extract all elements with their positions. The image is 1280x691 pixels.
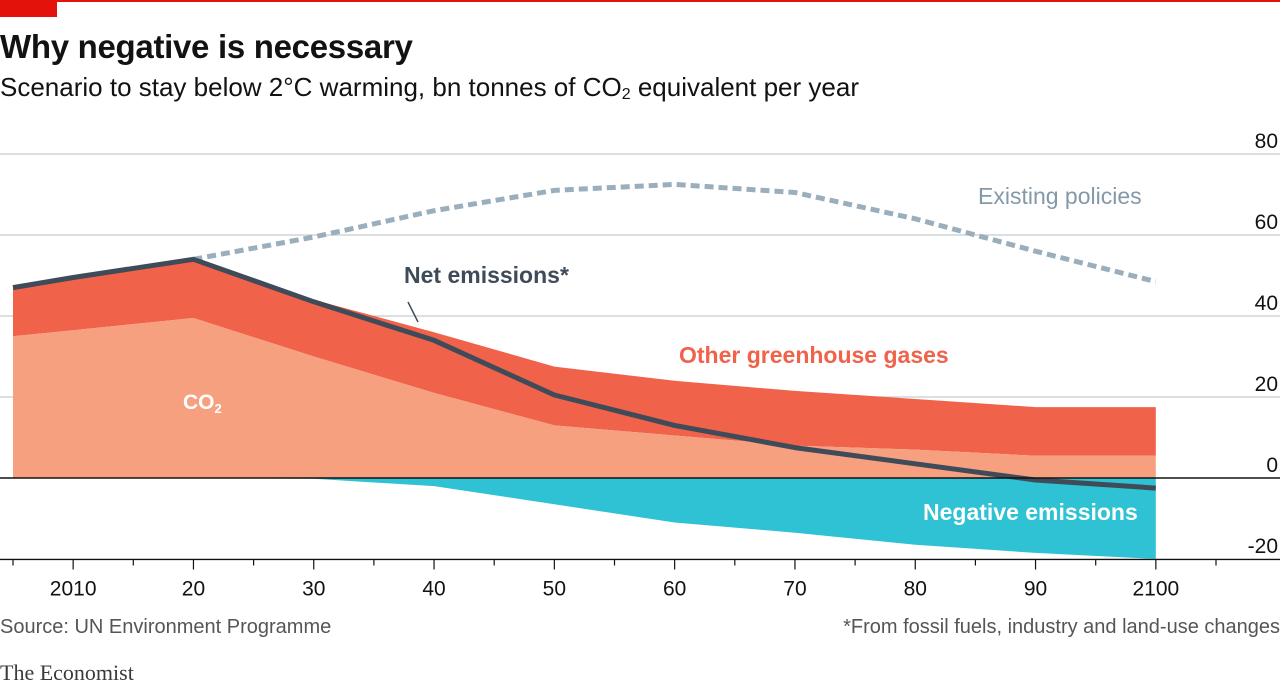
- x-tick-label: 2010: [50, 578, 97, 601]
- series-labels: Existing policies Net emissions* Other gre…: [183, 183, 1142, 525]
- net-emissions-label: Net emissions*: [404, 262, 569, 288]
- lines: [12, 181, 1157, 491]
- x-tick-label: 20: [182, 578, 205, 601]
- x-tick-label: 60: [663, 578, 686, 601]
- x-tick-label: 90: [1024, 578, 1047, 601]
- co2-area: [13, 318, 1156, 478]
- chart-subtitle: Scenario to stay below 2°C warming, bn t…: [0, 72, 859, 104]
- negative-emissions-area: [13, 478, 1156, 559]
- areas: [13, 259, 1156, 559]
- x-tick-label: 30: [302, 578, 325, 601]
- subtitle-main: Scenario to stay below 2°C warming, bn t…: [0, 72, 622, 102]
- existing-policies-line: [192, 181, 1157, 285]
- subtitle-subscript: 2: [621, 86, 631, 103]
- top-rule: [0, 0, 1280, 2]
- y-tick-label: 60: [1255, 211, 1278, 234]
- source-note: Source: UN Environment Programme: [0, 616, 332, 638]
- footnote: *From fossil fuels, industry and land-us…: [843, 616, 1280, 638]
- x-tick-label: 80: [904, 578, 927, 601]
- other-ghg-area: [13, 259, 1156, 456]
- brand-red-tag: [0, 0, 57, 17]
- y-tick-label: 40: [1255, 292, 1278, 315]
- net-emissions-leader: [407, 301, 419, 323]
- y-tick-label: 20: [1255, 373, 1278, 396]
- y-tick-label: -20: [1248, 535, 1278, 558]
- x-tick-label: 50: [543, 578, 566, 601]
- existing-policies-label: Existing policies: [978, 183, 1142, 209]
- y-tick-label: 0: [1266, 454, 1278, 477]
- y-tick-label: 80: [1255, 130, 1278, 153]
- x-tick-label: 70: [783, 578, 806, 601]
- x-tick-label: 40: [422, 578, 445, 601]
- axes: 80 60 40 20 0 -20 2010 20 30 40 50 60 70 80 90 2100: [0, 130, 1280, 601]
- subtitle-end: equivalent per year: [630, 72, 859, 102]
- x-tick-label: 2100: [1132, 578, 1179, 601]
- net-emissions-line: [12, 256, 1156, 491]
- chart-title: Why negative is necessary: [0, 28, 413, 65]
- other-ghg-label: Other greenhouse gases: [679, 342, 949, 368]
- negative-emissions-label: Negative emissions: [923, 499, 1138, 525]
- economist-logo: The Economist: [0, 660, 134, 685]
